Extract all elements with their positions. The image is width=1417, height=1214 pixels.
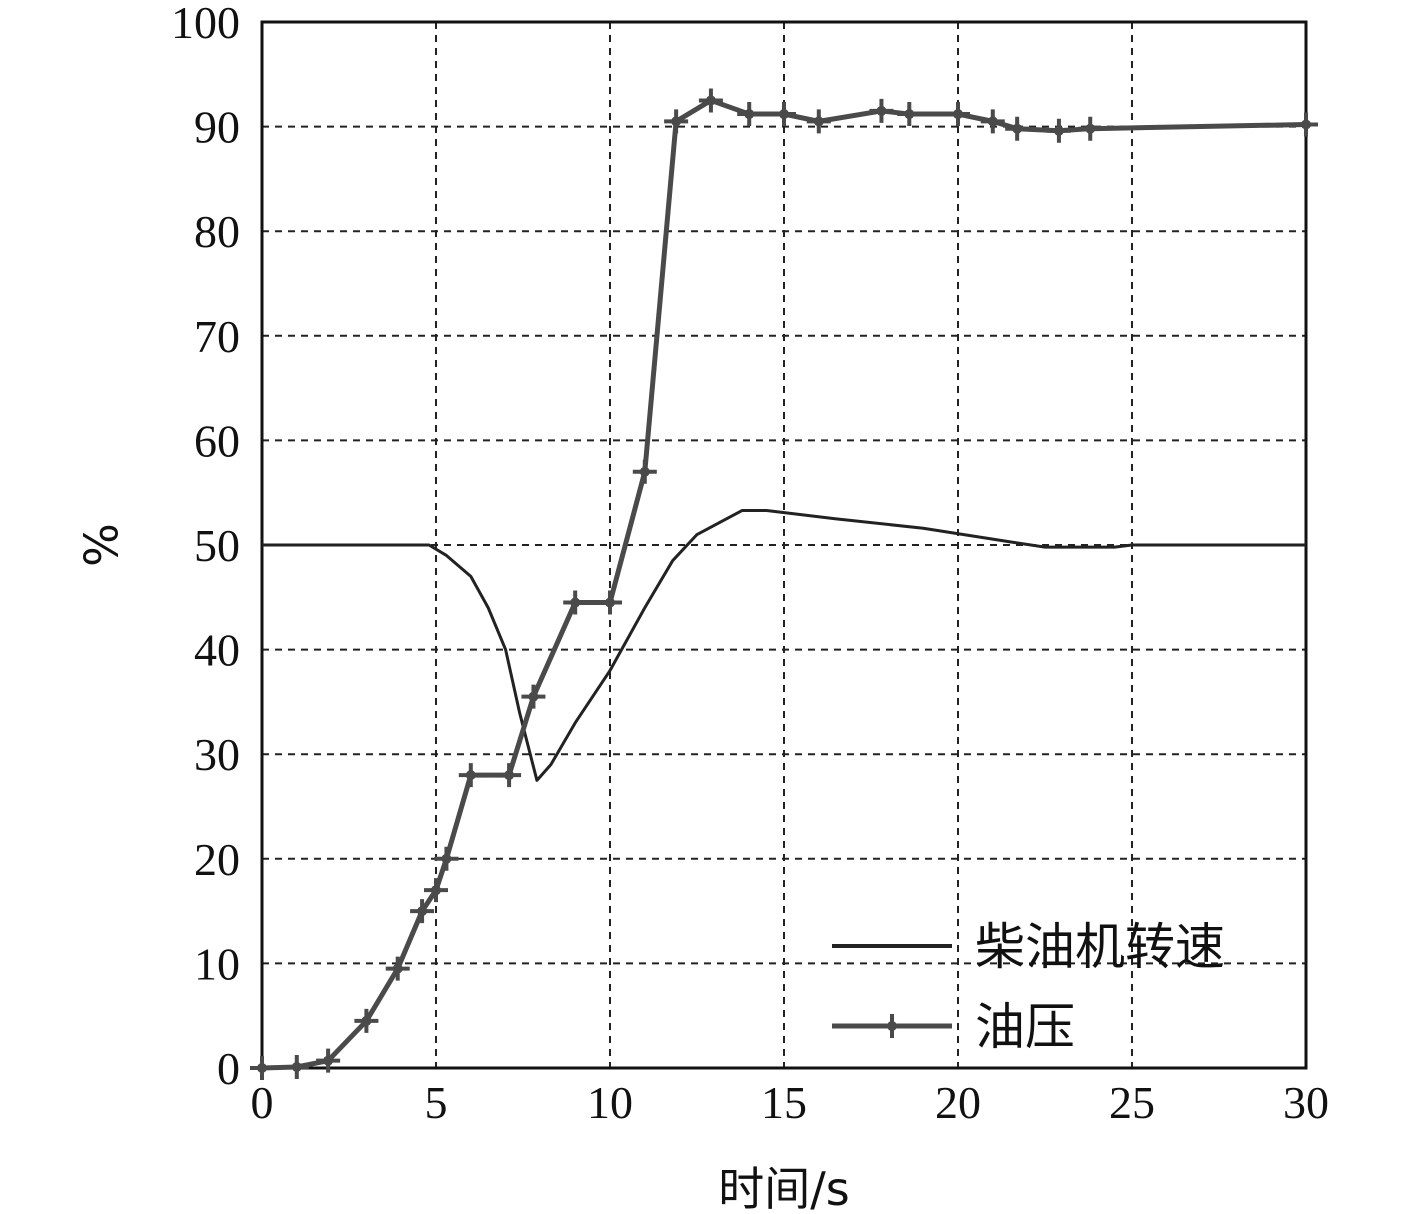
data-point-dot	[570, 597, 581, 608]
data-point-dot	[441, 853, 452, 864]
legend-label-1: 柴油机转速	[975, 918, 1225, 976]
data-point-dot	[705, 95, 716, 106]
data-point-dot	[257, 1063, 267, 1073]
data-point-dot	[504, 770, 515, 781]
data-point-dot	[323, 1055, 334, 1066]
y-axis-label: %	[75, 523, 129, 567]
y-tick-label: 60	[194, 415, 240, 466]
x-axis-label: 时间/s	[718, 1162, 849, 1214]
legend-label-2: 油压	[975, 998, 1075, 1056]
data-point-dot	[953, 109, 963, 120]
data-point-dot	[528, 691, 539, 702]
data-point-dot	[465, 770, 476, 781]
x-tick-label: 30	[1283, 1077, 1329, 1128]
data-point-dot	[291, 1061, 302, 1072]
y-tick-label: 20	[194, 834, 240, 885]
data-point-dot	[904, 109, 915, 120]
x-tick-label: 0	[251, 1077, 274, 1128]
x-tick-label: 15	[761, 1077, 807, 1128]
y-tick-label: 70	[194, 311, 240, 362]
data-point-dot	[779, 109, 789, 120]
data-point-dot	[431, 885, 441, 896]
y-tick-label: 100	[171, 0, 240, 48]
series-line	[262, 508, 1306, 782]
data-point-dot	[361, 1015, 372, 1026]
data-point-dot	[605, 597, 615, 608]
data-point-dot	[417, 906, 428, 917]
data-point-dot	[1012, 123, 1023, 134]
y-tick-label: 50	[194, 520, 240, 571]
y-tick-label: 40	[194, 625, 240, 676]
y-tick-label: 80	[194, 206, 240, 257]
data-point-dot	[1085, 123, 1096, 134]
y-tick-label: 0	[217, 1043, 240, 1094]
y-tick-label: 10	[194, 938, 240, 989]
data-point-dot	[1301, 119, 1311, 130]
series-layer	[250, 88, 1318, 1080]
legend-marker-dot	[887, 1021, 897, 1031]
data-point-dot	[392, 963, 403, 974]
data-point-dot	[671, 116, 682, 127]
data-point-dot	[876, 105, 887, 116]
x-tick-label: 20	[935, 1077, 981, 1128]
x-axis-tick-labels: 0 5 10 15 20 25 30	[251, 1077, 1330, 1128]
data-point-dot	[987, 116, 998, 127]
y-tick-label: 30	[194, 729, 240, 780]
x-tick-label: 5	[425, 1077, 448, 1128]
data-point-dot	[813, 116, 824, 127]
y-axis-tick-labels: 0 10 20 30 40 50 60 70 80 90 100	[171, 0, 240, 1094]
series-1	[262, 508, 1306, 782]
series-2	[250, 88, 1318, 1080]
x-tick-label: 25	[1109, 1077, 1155, 1128]
y-tick-label: 90	[194, 102, 240, 153]
data-point-dot	[744, 109, 755, 120]
data-point-dot	[639, 466, 650, 477]
data-point-dot	[1053, 125, 1064, 136]
x-tick-label: 10	[587, 1077, 633, 1128]
